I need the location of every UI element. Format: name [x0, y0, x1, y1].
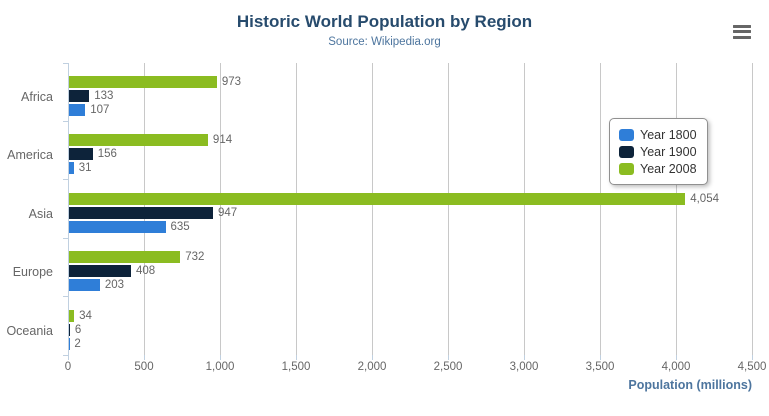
bar-europe-year-1900[interactable] — [69, 265, 132, 278]
data-label: 107 — [90, 104, 110, 116]
data-label: 408 — [136, 265, 156, 278]
x-axis-tick-label: 2,500 — [433, 361, 463, 373]
category-axis-tick — [63, 296, 68, 298]
gridline — [295, 63, 297, 355]
context-menu-button[interactable] — [730, 20, 754, 40]
bar-oceania-year-2008[interactable] — [69, 309, 75, 322]
category-label-africa: Africa — [21, 90, 53, 104]
category-axis-tick — [63, 179, 68, 181]
bar-asia-year-1800[interactable] — [69, 220, 166, 233]
category-axis-tick — [63, 237, 68, 239]
hamburger-icon — [733, 35, 751, 39]
x-axis-tick — [523, 355, 525, 360]
bar-america-year-2008[interactable] — [69, 134, 208, 147]
bar-europe-year-2008[interactable] — [69, 251, 181, 264]
hamburger-icon — [733, 24, 751, 28]
x-axis-tick-label: 3,000 — [509, 361, 539, 373]
data-label: 34 — [79, 309, 92, 322]
gridline — [219, 63, 221, 355]
gridline — [523, 63, 525, 355]
bar-africa-year-1800[interactable] — [69, 104, 86, 116]
x-axis-tick — [143, 355, 145, 360]
gridline — [751, 63, 753, 355]
data-label: 6 — [74, 323, 82, 336]
legend-swatch-icon — [619, 145, 634, 158]
legend-swatch-icon — [619, 128, 634, 141]
legend: Year 1800 Year 1900 Year 2008 — [609, 118, 708, 185]
x-axis-tick — [219, 355, 221, 360]
category-axis-tick — [63, 62, 68, 64]
bar-oceania-year-1900[interactable] — [69, 323, 70, 336]
x-axis-tick-label: 4,000 — [661, 361, 691, 373]
data-label: 4,054 — [690, 192, 719, 205]
chart-subtitle: Source: Wikipedia.org — [328, 36, 441, 48]
gridline — [599, 63, 601, 355]
legend-label: Year 1900 — [640, 144, 697, 159]
x-axis-tick — [67, 355, 69, 360]
data-label: 156 — [97, 148, 117, 161]
x-axis-tick-label: 1,000 — [205, 361, 235, 373]
category-label-asia: Asia — [28, 206, 53, 221]
x-axis-tick — [751, 355, 753, 360]
x-axis-tick-label: 3,500 — [585, 361, 615, 373]
x-axis-tick — [675, 355, 677, 360]
data-label: 203 — [104, 279, 125, 292]
data-label: 133 — [94, 90, 114, 102]
x-axis-tick — [295, 355, 297, 360]
category-axis-line — [68, 63, 69, 355]
legend-item-year-1800[interactable]: Year 1800 — [619, 126, 697, 143]
gridline — [675, 63, 677, 355]
category-axis-tick — [63, 120, 68, 122]
bar-africa-year-1900[interactable] — [69, 90, 90, 102]
legend-item-year-1900[interactable]: Year 1900 — [619, 143, 697, 160]
x-axis-tick-label: 2,000 — [357, 361, 387, 373]
x-axis-title: Population (millions) — [628, 378, 752, 392]
legend-label: Year 1800 — [640, 127, 697, 142]
legend-label: Year 2008 — [640, 161, 697, 176]
gridline — [447, 63, 449, 355]
bar-america-year-1900[interactable] — [69, 148, 93, 161]
gridline — [371, 63, 373, 355]
x-axis-tick-label: 1,500 — [281, 361, 311, 373]
bar-america-year-1800[interactable] — [69, 162, 74, 175]
category-label-europe: Europe — [12, 265, 53, 280]
data-label: 973 — [221, 76, 242, 88]
bar-asia-year-2008[interactable] — [69, 192, 686, 205]
data-label: 914 — [212, 134, 233, 147]
plot-area: 973 133 107 914 156 31 4,054 947 635 732 408 203 34 6… — [68, 63, 753, 355]
chart-title: Historic World Population by Region — [236, 12, 533, 31]
x-axis-tick-label: 0 — [64, 361, 72, 373]
x-axis-tick-label: 500 — [134, 361, 154, 373]
data-label: 2 — [74, 337, 81, 350]
bar-europe-year-1800[interactable] — [69, 279, 100, 292]
x-axis-tick — [447, 355, 449, 360]
category-axis-tick — [63, 354, 68, 356]
bar-asia-year-1900[interactable] — [69, 206, 213, 219]
legend-item-year-2008[interactable]: Year 2008 — [619, 160, 697, 177]
category-label-america: America — [7, 148, 53, 163]
x-axis-tick-label: 4,500 — [737, 361, 767, 373]
legend-swatch-icon — [619, 162, 634, 175]
data-label: 31 — [78, 162, 92, 175]
x-axis-tick — [371, 355, 373, 360]
data-label: 947 — [217, 206, 238, 219]
category-label-oceania: Oceania — [6, 323, 53, 338]
x-axis-tick — [599, 355, 601, 360]
data-label: 635 — [170, 220, 190, 233]
bar-africa-year-2008[interactable] — [69, 76, 217, 88]
data-label: 732 — [185, 251, 205, 264]
hamburger-icon — [733, 30, 751, 33]
